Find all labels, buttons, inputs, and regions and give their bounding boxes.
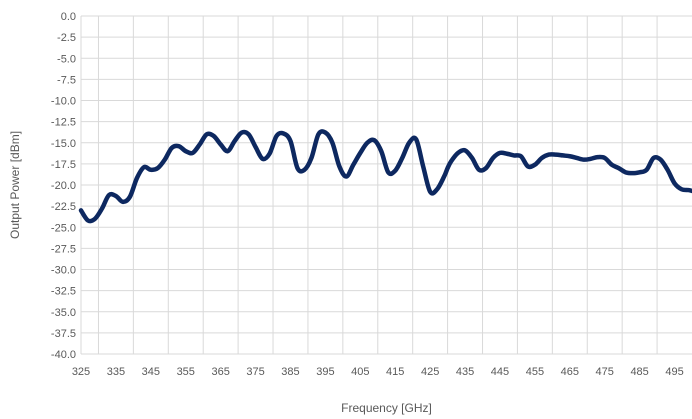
x-tick-label: 405 [351,366,369,378]
x-tick-label: 355 [177,366,195,378]
y-tick-label: -22.5 [51,201,76,213]
x-tick-label: 465 [561,366,579,378]
y-tick-label: -27.5 [51,243,76,255]
y-tick-label: -17.5 [51,159,76,171]
x-tick-label: 325 [72,366,90,378]
y-tick-label: -35.0 [51,307,76,319]
y-tick-label: -30.0 [51,265,76,277]
x-tick-label: 425 [421,366,439,378]
gridlines [80,15,692,355]
y-tick-label: 0.0 [61,11,76,23]
x-tick-label: 385 [281,366,299,378]
x-axis-tick-labels: 325 335 345 355 365 375 385 395 405 415 425 435 445 4… [72,366,684,378]
y-tick-label: -37.5 [51,328,76,340]
x-tick-label: 475 [596,366,614,378]
y-tick-label: -12.5 [51,117,76,129]
y-tick-label: -32.5 [51,286,76,298]
x-tick-label: 345 [142,366,160,378]
y-axis-tick-labels: 0.0 -2.5 -5.0 -7.5 -10.0 -12.5 -15.0 -17.5 -20.0… [51,11,76,361]
y-tick-label: -7.5 [57,74,76,86]
x-axis-title: Frequency [GHz] [341,401,432,415]
y-axis-title: Output Power [dBm] [8,131,22,239]
y-tick-label: -10.0 [51,96,76,108]
y-tick-label: -5.0 [57,53,76,65]
x-tick-label: 365 [211,366,229,378]
x-tick-label: 375 [246,366,264,378]
x-tick-label: 455 [526,366,544,378]
x-tick-label: 395 [316,366,334,378]
y-tick-label: -2.5 [57,32,76,44]
x-tick-label: 435 [456,366,474,378]
x-tick-label: 495 [665,366,683,378]
series-group [78,129,692,224]
y-tick-label: -20.0 [51,180,76,192]
x-tick-label: 485 [630,366,648,378]
x-tick-label: 415 [386,366,404,378]
y-tick-label: -25.0 [51,222,76,234]
x-tick-label: 445 [491,366,509,378]
x-tick-label: 335 [107,366,125,378]
y-tick-label: -40.0 [51,349,76,361]
y-tick-label: -15.0 [51,138,76,150]
series-line-output-power [78,129,692,224]
